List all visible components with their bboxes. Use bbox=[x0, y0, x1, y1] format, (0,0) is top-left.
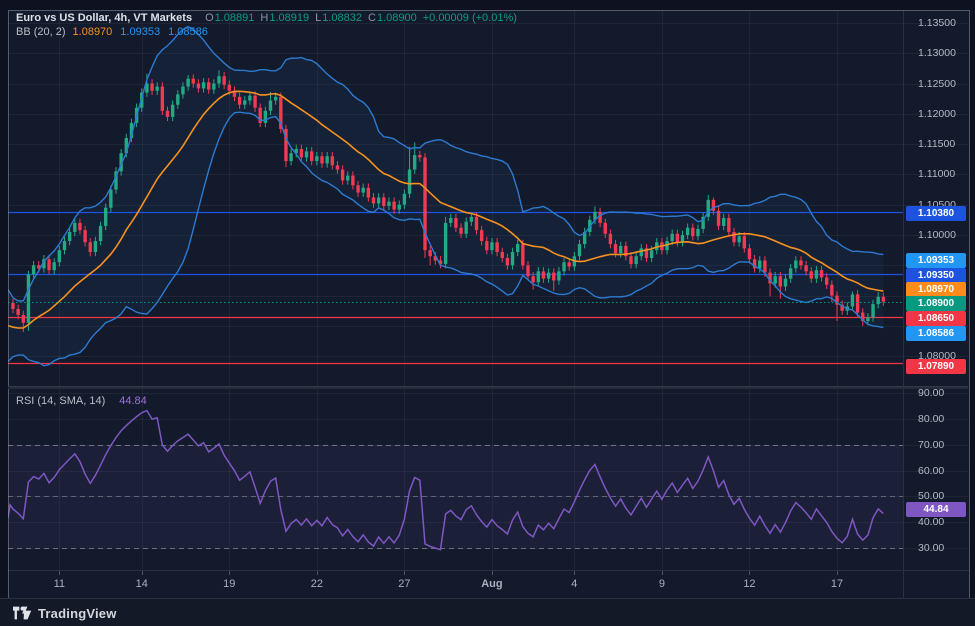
price-tick-label: 1.13500 bbox=[918, 16, 956, 29]
tradingview-brand[interactable]: TradingView bbox=[38, 605, 117, 621]
time-tick-label: 11 bbox=[53, 578, 66, 590]
price-axis-badge: 1.08650 bbox=[906, 310, 966, 326]
low-value: 1.08832 bbox=[322, 12, 362, 24]
price-axis-badge: 1.08970 bbox=[906, 281, 966, 297]
rsi-tick-label: 70.00 bbox=[918, 438, 945, 451]
bb-label: BB (20, 2) bbox=[16, 26, 66, 38]
tradingview-logo-icon[interactable] bbox=[13, 605, 32, 621]
bb-basis-value: 1.08970 bbox=[72, 26, 113, 38]
time-tick-label: 14 bbox=[135, 578, 148, 590]
close-value: 1.08900 bbox=[376, 12, 417, 24]
time-tick-label: 4 bbox=[571, 578, 578, 590]
price-tick-label: 1.12500 bbox=[918, 77, 956, 90]
low-label: L bbox=[315, 12, 322, 24]
price-tick-label: 1.10000 bbox=[918, 229, 956, 241]
open-value: 1.08891 bbox=[214, 12, 255, 24]
price-axis-badge: 1.09350 bbox=[906, 267, 966, 283]
rsi-tick-label: 30.00 bbox=[918, 542, 945, 554]
time-tick-label: 12 bbox=[743, 578, 756, 590]
rsi-tick-label: 50.00 bbox=[918, 490, 945, 503]
footer: TradingView bbox=[0, 598, 975, 626]
price-axis-badge: 1.07890 bbox=[906, 358, 966, 374]
rsi-tick-label: 40.00 bbox=[918, 516, 945, 529]
price-axis-badge: 1.09353 bbox=[906, 252, 966, 268]
price-tick-label: 1.11500 bbox=[918, 138, 956, 151]
price-axis-badge: 1.08586 bbox=[906, 325, 966, 341]
rsi-label: RSI (14, SMA, 14) bbox=[16, 395, 106, 407]
open-label: O bbox=[205, 12, 214, 24]
bb-legend[interactable]: BB (20, 2) 1.08970 1.09353 1.08586 bbox=[16, 25, 216, 39]
rsi-value: 44.84 bbox=[119, 395, 147, 407]
price-axis-badge: 1.08900 bbox=[906, 295, 966, 311]
pane-separator[interactable] bbox=[8, 386, 968, 389]
rsi-tick-label: 90.00 bbox=[918, 387, 945, 399]
high-value: 1.08919 bbox=[269, 12, 310, 24]
price-tick-label: 1.11000 bbox=[918, 168, 956, 181]
price-tick-label: 1.12000 bbox=[918, 107, 956, 120]
close-label: C bbox=[368, 12, 376, 24]
price-tick-label: 1.13000 bbox=[918, 47, 956, 60]
price-legend[interactable]: Euro vs US Dollar, 4h, VT Markets O1.0889… bbox=[16, 11, 517, 25]
high-label: H bbox=[260, 12, 269, 24]
rsi-tick-label: 60.00 bbox=[918, 464, 945, 477]
time-tick-label: 17 bbox=[830, 578, 844, 590]
change-value: +0.00009 (+0.01%) bbox=[422, 12, 517, 24]
price-axis-badge: 1.10380 bbox=[906, 205, 966, 221]
rsi-legend[interactable]: RSI (14, SMA, 14) 44.84 bbox=[16, 394, 147, 408]
symbol-title: Euro vs US Dollar, 4h, VT Markets bbox=[16, 12, 193, 24]
time-tick-label: 27 bbox=[398, 578, 411, 590]
bb-upper-value: 1.09353 bbox=[120, 26, 161, 38]
time-tick-label: 22 bbox=[310, 578, 323, 590]
rsi-tick-label: 80.00 bbox=[918, 412, 945, 425]
time-tick-label: Aug bbox=[481, 578, 503, 590]
time-tick-label: 9 bbox=[658, 578, 665, 590]
rsi-axis-badge: 44.84 bbox=[906, 502, 966, 518]
time-tick-label: 19 bbox=[223, 578, 236, 590]
bb-lower-value: 1.08586 bbox=[168, 26, 208, 38]
